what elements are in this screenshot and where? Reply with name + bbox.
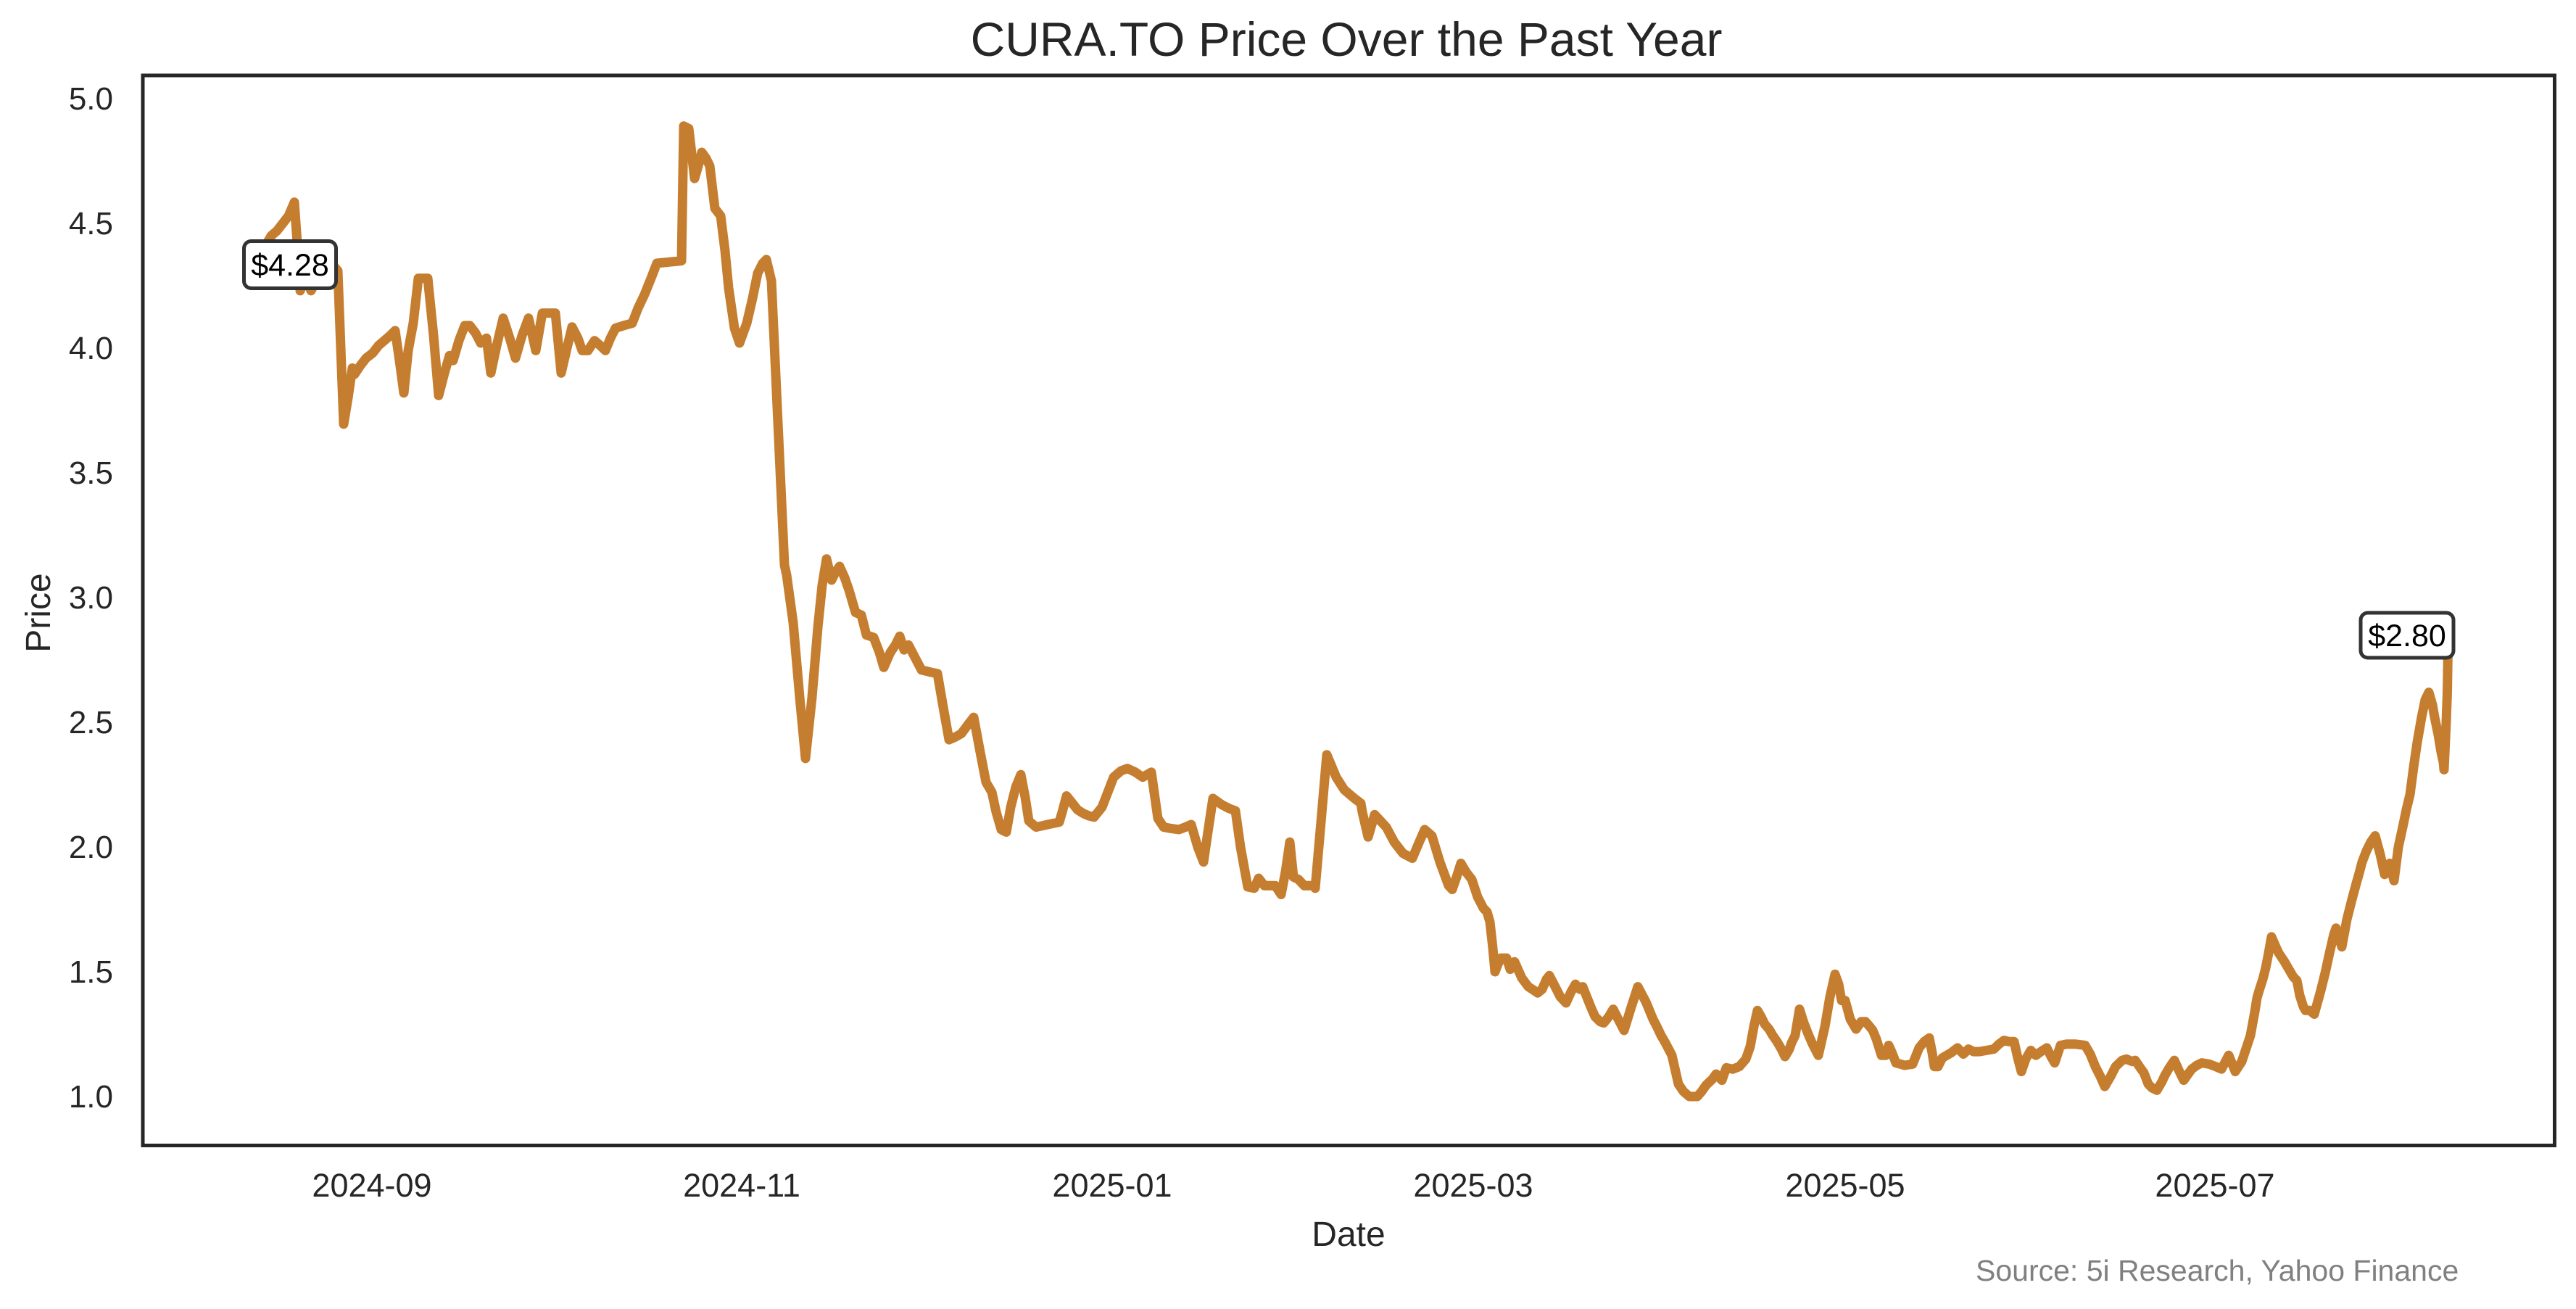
svg-text:2024-11: 2024-11 <box>683 1167 800 1204</box>
svg-text:2025-05: 2025-05 <box>1785 1167 1905 1204</box>
svg-text:2.5: 2.5 <box>69 705 113 740</box>
svg-text:2024-09: 2024-09 <box>312 1167 431 1204</box>
svg-text:1.0: 1.0 <box>69 1079 113 1115</box>
svg-text:3.0: 3.0 <box>69 580 113 616</box>
svg-text:2025-01: 2025-01 <box>1052 1167 1172 1204</box>
svg-text:1.5: 1.5 <box>69 954 113 990</box>
svg-text:CURA.TO Price Over the Past Ye: CURA.TO Price Over the Past Year <box>971 12 1723 66</box>
svg-text:3.5: 3.5 <box>69 455 113 491</box>
svg-text:$4.28: $4.28 <box>251 248 329 283</box>
svg-text:5.0: 5.0 <box>69 81 113 117</box>
svg-text:2025-07: 2025-07 <box>2155 1167 2274 1204</box>
svg-text:2.0: 2.0 <box>69 830 113 865</box>
svg-text:Price: Price <box>20 573 58 652</box>
svg-text:4.0: 4.0 <box>69 331 113 366</box>
svg-text:Source: 5i Research, Yahoo Fin: Source: 5i Research, Yahoo Finance <box>1976 1254 2459 1287</box>
svg-text:Date: Date <box>1312 1215 1385 1254</box>
svg-text:$2.80: $2.80 <box>2368 619 2446 653</box>
svg-text:2025-03: 2025-03 <box>1413 1167 1533 1204</box>
svg-text:4.5: 4.5 <box>69 206 113 241</box>
